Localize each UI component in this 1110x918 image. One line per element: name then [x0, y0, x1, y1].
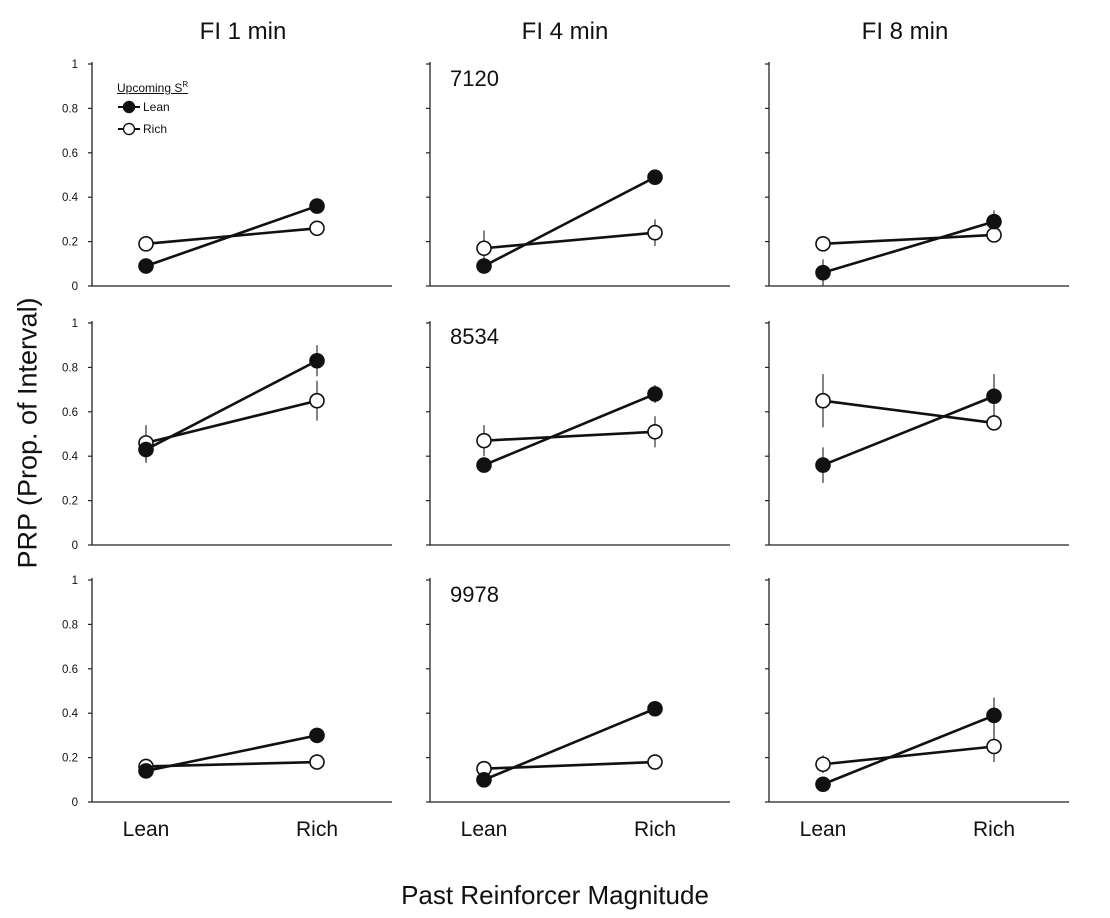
y-tick-label: 1	[72, 59, 78, 71]
data-point-rich	[986, 227, 1002, 243]
series-line-lean	[145, 359, 318, 451]
legend-item-rich: Rich	[117, 117, 188, 141]
x-tick-label-rich: Rich	[634, 818, 676, 841]
subject-label-9978: 9978	[450, 582, 499, 607]
legend: Upcoming SR Lean Rich	[117, 80, 188, 141]
legend-marker-open-icon	[118, 122, 140, 136]
series-line-rich	[483, 231, 656, 250]
data-point-rich	[309, 392, 325, 409]
series-line-rich	[822, 233, 995, 246]
series-line-lean	[483, 176, 656, 268]
legend-title: Upcoming SR	[117, 80, 189, 95]
series-line-lean	[145, 734, 318, 773]
data-point-lean	[815, 457, 831, 473]
y-tick-label: 1	[72, 575, 78, 587]
column-title-fi-1-min: FI 1 min	[199, 18, 287, 45]
y-tick-label: 0.4	[62, 451, 79, 463]
y-tick-label: 0.8	[62, 619, 78, 631]
x-tick-label-lean: Lean	[123, 818, 170, 841]
legend-marker-filled-icon	[118, 100, 140, 114]
data-point-lean	[815, 264, 831, 281]
data-point-rich	[476, 240, 492, 257]
data-point-lean	[647, 700, 663, 717]
data-point-rich	[309, 220, 325, 237]
series-line-lean	[822, 714, 995, 786]
column-title-fi-8-min: FI 8 min	[861, 18, 949, 45]
legend-label-rich: Rich	[143, 122, 168, 136]
series-line-lean	[483, 392, 656, 467]
y-tick-label: 0	[72, 540, 78, 552]
y-tick-label: 0.2	[62, 496, 78, 508]
series-line-lean	[822, 395, 995, 467]
data-point-lean	[647, 386, 663, 402]
data-point-lean	[309, 352, 325, 369]
data-point-rich	[309, 754, 325, 770]
x-tick-label-lean: Lean	[461, 818, 508, 841]
legend-item-lean: Lean	[117, 95, 188, 119]
data-point-rich	[647, 224, 663, 241]
data-point-lean	[647, 169, 663, 186]
data-point-rich	[986, 415, 1002, 431]
data-point-lean	[309, 727, 325, 744]
data-point-rich	[815, 392, 831, 409]
series-line-rich	[483, 430, 656, 442]
data-point-lean	[476, 457, 492, 473]
data-point-lean	[986, 388, 1002, 405]
data-point-lean	[476, 771, 492, 788]
data-point-rich	[647, 754, 663, 770]
y-tick-label: 0.6	[62, 664, 78, 676]
y-tick-label: 0.6	[62, 148, 78, 160]
y-tick-label: 0.4	[62, 192, 79, 204]
column-title-fi-4-min: FI 4 min	[521, 18, 609, 45]
y-tick-label: 0	[72, 797, 78, 809]
data-point-rich	[986, 738, 1002, 755]
data-point-lean	[815, 776, 831, 793]
data-point-lean	[138, 763, 154, 779]
series-line-lean	[822, 220, 995, 274]
series-line-rich	[483, 760, 656, 770]
y-tick-label: 0.4	[62, 708, 79, 720]
series-line-rich	[822, 399, 995, 425]
x-tick-label-rich: Rich	[973, 818, 1015, 841]
y-tick-label: 0	[72, 281, 78, 293]
x-tick-label-rich: Rich	[296, 818, 338, 841]
data-point-lean	[476, 258, 492, 274]
y-tick-label: 0.8	[62, 103, 78, 115]
data-point-rich	[138, 236, 154, 252]
data-point-rich	[647, 423, 663, 440]
y-tick-label: 0.6	[62, 407, 78, 419]
data-point-rich	[476, 432, 492, 449]
x-axis-title: Past Reinforcer Magnitude	[401, 880, 709, 910]
data-point-lean	[309, 198, 325, 214]
x-tick-label-lean: Lean	[800, 818, 847, 841]
y-tick-label: 0.2	[62, 753, 78, 765]
data-point-lean	[986, 213, 1002, 230]
legend-label-lean: Lean	[143, 100, 170, 114]
subject-label-8534: 8534	[450, 324, 499, 349]
data-point-lean	[138, 441, 154, 458]
series-line-lean	[145, 204, 318, 268]
data-point-rich	[815, 756, 831, 773]
y-tick-label: 0.8	[62, 362, 78, 374]
subject-label-7120: 7120	[450, 66, 499, 91]
series-line-lean	[483, 707, 656, 782]
data-point-rich	[815, 236, 831, 252]
data-point-lean	[138, 258, 154, 274]
y-axis-title: PRP (Prop. of Interval)	[12, 297, 43, 569]
y-tick-label: 0.2	[62, 237, 78, 249]
data-point-lean	[986, 707, 1002, 724]
series-line-rich	[822, 745, 995, 766]
y-tick-label: 1	[72, 318, 78, 330]
